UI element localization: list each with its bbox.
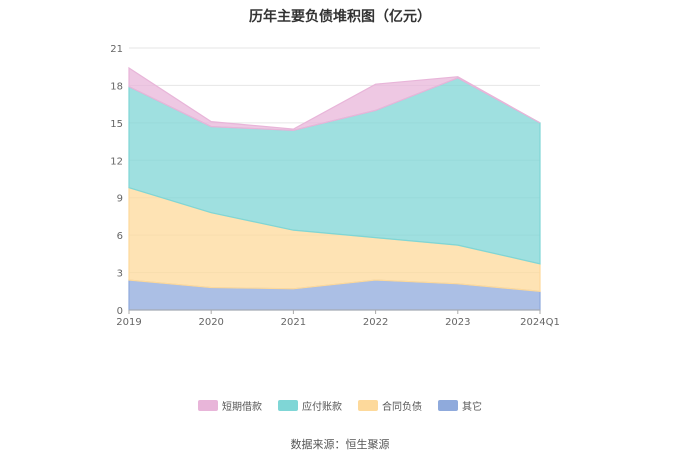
y-tick-label-21: 21 <box>110 44 123 55</box>
data-source: 数据来源：恒生聚源 <box>290 438 390 451</box>
x-tick-label-2021: 2021 <box>281 317 306 328</box>
legend-swatch-short-term-loans <box>198 400 218 411</box>
y-tick-label-15: 15 <box>110 119 123 130</box>
x-tick-label-2024Q1: 2024Q1 <box>520 317 560 328</box>
y-tick-label-9: 9 <box>117 194 123 205</box>
legend-label-contract-liabilities: 合同负债 <box>382 402 422 413</box>
legend: 短期借款 应付账款 合同负债 其它 <box>0 398 680 413</box>
x-tick-label-2020: 2020 <box>198 317 223 328</box>
legend-swatch-contract-liabilities <box>358 400 378 411</box>
legend-item-accounts-payable[interactable]: 应付账款 <box>278 398 342 413</box>
y-tick-label-0: 0 <box>117 306 123 317</box>
x-tick-label-2022: 2022 <box>363 317 388 328</box>
legend-label-short-term-loans: 短期借款 <box>222 402 262 413</box>
y-tick-label-3: 3 <box>117 269 123 280</box>
y-tick-label-6: 6 <box>117 231 123 242</box>
legend-item-other[interactable]: 其它 <box>438 398 482 413</box>
area-series-3 <box>128 66 541 131</box>
legend-item-contract-liabilities[interactable]: 合同负债 <box>358 398 422 413</box>
legend-label-other: 其它 <box>462 402 482 413</box>
y-tick-label-12: 12 <box>110 156 123 167</box>
x-tick-label-2023: 2023 <box>445 317 470 328</box>
legend-item-short-term-loans[interactable]: 短期借款 <box>198 398 262 413</box>
legend-swatch-accounts-payable <box>278 400 298 411</box>
legend-label-accounts-payable: 应付账款 <box>302 402 342 413</box>
y-tick-label-18: 18 <box>110 81 123 92</box>
legend-swatch-other <box>438 400 458 411</box>
chart-title: 历年主要负债堆积图（亿元） <box>249 9 431 25</box>
x-tick-label-2019: 2019 <box>116 317 141 328</box>
